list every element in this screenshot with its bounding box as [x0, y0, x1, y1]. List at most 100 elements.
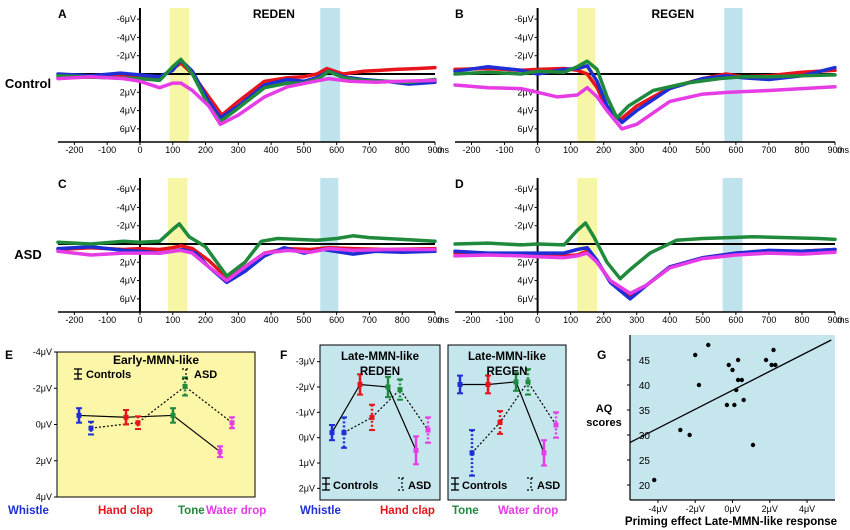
- x-tick-label: -200: [463, 315, 481, 325]
- y-tick-label: -2μV: [514, 51, 533, 61]
- asd-mean-marker: [369, 414, 375, 420]
- x-tick-label: 500: [695, 315, 710, 325]
- data-point: [771, 347, 776, 353]
- y-tick-label: 0μV: [299, 433, 315, 443]
- panel-subtitle: REDEN: [360, 366, 400, 378]
- x-tick-label: 100: [563, 145, 578, 155]
- category-label: Whistle: [8, 505, 49, 517]
- x-tick-label: 400: [662, 145, 677, 155]
- x-tick-label: -100: [496, 145, 514, 155]
- x-tick-label: 300: [231, 145, 246, 155]
- legend-controls-label: Controls: [333, 480, 378, 492]
- x-tick-label: 600: [728, 145, 743, 155]
- y-tick-label: 45: [639, 356, 651, 367]
- x-tick-label: 900: [427, 315, 442, 325]
- controls-mean-marker: [357, 381, 363, 387]
- x-tick-label: 600: [728, 315, 743, 325]
- panel-e-chart: -4μV -2μV 0μV 2μV 4μV E Early-MMN-like Controls…: [5, 347, 266, 517]
- panel-title: Late-MMN-like: [468, 351, 546, 363]
- x-tick-label: 500: [296, 145, 311, 155]
- y-tick-label: 4μV: [36, 492, 52, 502]
- data-point: [732, 402, 737, 408]
- asd-mean-marker: [88, 425, 94, 431]
- x-tick-label: 600: [329, 315, 344, 325]
- x-tick-label: 200: [596, 145, 611, 155]
- plot-background: [630, 335, 835, 500]
- x-tick-label: -100: [496, 315, 514, 325]
- series-green: [56, 222, 437, 278]
- x-tick-label: -100: [98, 315, 116, 325]
- plot-background: [319, 344, 441, 501]
- legend-controls-label: Controls: [462, 480, 507, 492]
- y-tick-label: 1μV: [299, 458, 315, 468]
- data-point: [734, 387, 739, 393]
- x-unit-label: ms: [437, 145, 449, 155]
- row-label-control: Control: [5, 76, 51, 91]
- series-magenta: [453, 83, 837, 131]
- y-axis-label: AQ: [596, 403, 613, 415]
- panel-label: A: [58, 7, 67, 21]
- panel-d-chart: -6μV -4μV -2μV 2μV 4μV 6μV -200 -100 0 100 200 300 4…: [453, 177, 849, 325]
- x-tick-label: 400: [264, 315, 279, 325]
- x-tick-label: -2μV: [686, 504, 705, 514]
- category-label: Tone: [178, 505, 205, 517]
- panel-label: C: [58, 177, 67, 191]
- controls-mean-marker: [541, 450, 547, 456]
- data-point: [735, 377, 741, 383]
- x-tick-label: 200: [198, 145, 213, 155]
- x-tick-label: 0: [137, 145, 142, 155]
- data-point: [741, 397, 746, 403]
- y-tick-label: 35: [639, 406, 651, 417]
- asd-mean-marker: [341, 430, 347, 436]
- panel-title: Early-MMN-like: [113, 353, 199, 367]
- y-tick-label: 40: [639, 381, 651, 392]
- controls-line: [460, 381, 545, 454]
- y-tick-label: 2μV: [299, 483, 315, 493]
- x-tick-label: 600: [329, 145, 344, 155]
- data-point: [724, 402, 730, 408]
- y-tick-label: -4μV: [514, 202, 533, 212]
- y-tick-label: -6μV: [117, 14, 136, 24]
- asd-mean-marker: [469, 450, 475, 456]
- y-tick-label: 0μV: [36, 420, 52, 430]
- controls-mean-marker: [170, 412, 176, 418]
- legend-asd-label: ASD: [408, 480, 431, 492]
- data-point: [750, 442, 756, 448]
- x-tick-label: 700: [761, 145, 776, 155]
- x-tick-label: 800: [395, 145, 410, 155]
- x-tick-label: 100: [165, 145, 180, 155]
- controls-mean-marker: [485, 381, 491, 387]
- y-tick-label: -4μV: [117, 32, 136, 42]
- y-tick-label: -6μV: [514, 184, 533, 194]
- x-tick-label: 0: [137, 315, 142, 325]
- controls-mean-marker: [457, 381, 463, 387]
- y-tick-label: 4μV: [517, 106, 533, 116]
- y-tick-label: -6μV: [514, 14, 533, 24]
- x-tick-label: 0: [535, 315, 540, 325]
- controls-mean-marker: [329, 430, 335, 436]
- x-tick-label: 200: [198, 315, 213, 325]
- x-tick-label: -200: [65, 315, 83, 325]
- x-tick-label: 500: [296, 315, 311, 325]
- controls-mean-marker: [385, 384, 391, 390]
- x-tick-label: 4μV: [799, 504, 815, 514]
- asd-line: [471, 380, 557, 454]
- asd-mean-marker: [229, 420, 235, 426]
- x-tick-label: 700: [761, 315, 776, 325]
- plot-background: [56, 351, 256, 498]
- data-point: [735, 357, 741, 363]
- y-tick-label: -2μV: [514, 221, 533, 231]
- series-green: [453, 59, 837, 120]
- panel-title: REDEN: [253, 7, 295, 21]
- series-magenta: [56, 246, 437, 283]
- data-point: [696, 382, 702, 388]
- controls-mean-marker: [76, 412, 82, 418]
- y-tick-label: 6μV: [517, 124, 533, 134]
- controls-mean-marker: [513, 379, 519, 385]
- category-label: Hand clap: [380, 505, 435, 517]
- x-axis-label: Priming effect Late-MMN-like response: [625, 516, 837, 528]
- panel-label: B: [455, 7, 464, 21]
- panel-label: F: [280, 348, 287, 362]
- panel-title: REGEN: [651, 7, 694, 21]
